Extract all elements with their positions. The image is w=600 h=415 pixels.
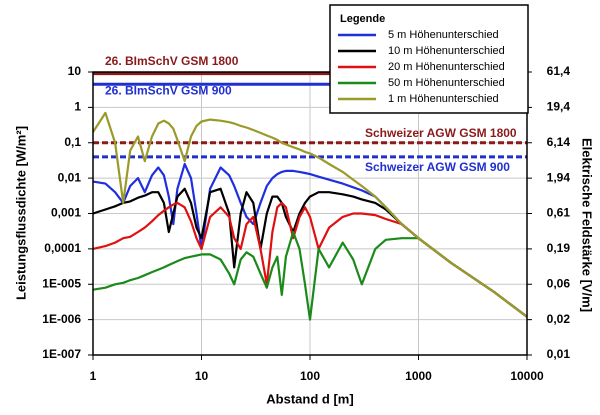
y2-tick-label: 0,61: [547, 206, 571, 220]
y2-tick-label: 1,94: [547, 170, 571, 184]
x-tick-label: 10000: [510, 369, 544, 383]
x-axis-label: Abstand d [m]: [266, 391, 353, 406]
legend-label: 20 m Höhenunterschied: [388, 61, 505, 73]
y-tick-label: 1E-007: [42, 347, 81, 361]
reference-label: 26. BImSchV GSM 900: [105, 83, 232, 97]
y-tick-label: 0,01: [58, 170, 82, 184]
series-line: [92, 201, 528, 318]
legend-label: 50 m Höhenunterschied: [388, 77, 505, 89]
legend-label: 5 m Höhenunterschied: [388, 29, 499, 41]
y2-tick-label: 6,14: [547, 135, 571, 149]
reference-label: 26. BImSchV GSM 1800: [105, 54, 239, 68]
x-tick-label: 1000: [405, 369, 432, 383]
y-tick-label: 1E-006: [42, 312, 81, 326]
y-tick-label: 0,1: [64, 135, 81, 149]
y-tick-label: 1: [74, 100, 81, 114]
reference-label: Schweizer AGW GSM 900: [365, 160, 510, 174]
x-tick-label: 10: [195, 369, 209, 383]
y2-tick-label: 0,02: [547, 312, 571, 326]
series-line: [92, 187, 528, 318]
y2-axis-label: Elektrische Feldstärke [V/m]: [580, 138, 595, 312]
y-tick-label: 10: [68, 64, 82, 78]
x-tick-label: 1: [90, 369, 97, 383]
series-line: [92, 111, 528, 318]
y2-tick-label: 0,01: [547, 347, 571, 361]
y-axis-label: Leistungsflussdichte [W/m²]: [13, 126, 28, 300]
series-line: [92, 230, 528, 321]
x-tick-label: 100: [300, 369, 320, 383]
legend-label: 1 m Höhenunterschied: [388, 93, 499, 105]
legend-label: 10 m Höhenunterschied: [388, 45, 505, 57]
y2-tick-label: 0,06: [547, 276, 571, 290]
plot-frame: [92, 71, 528, 356]
y-tick-label: 0,0001: [44, 241, 81, 255]
legend-box: [329, 4, 529, 114]
y2-tick-label: 61,4: [547, 64, 571, 78]
reference-label: Schweizer AGW GSM 1800: [365, 126, 517, 140]
y-tick-label: 1E-005: [42, 276, 81, 290]
y2-tick-label: 0,19: [547, 241, 571, 255]
y-tick-label: 0,001: [51, 206, 81, 220]
legend-title: Legende: [340, 13, 385, 25]
y2-tick-label: 19,4: [547, 100, 571, 114]
